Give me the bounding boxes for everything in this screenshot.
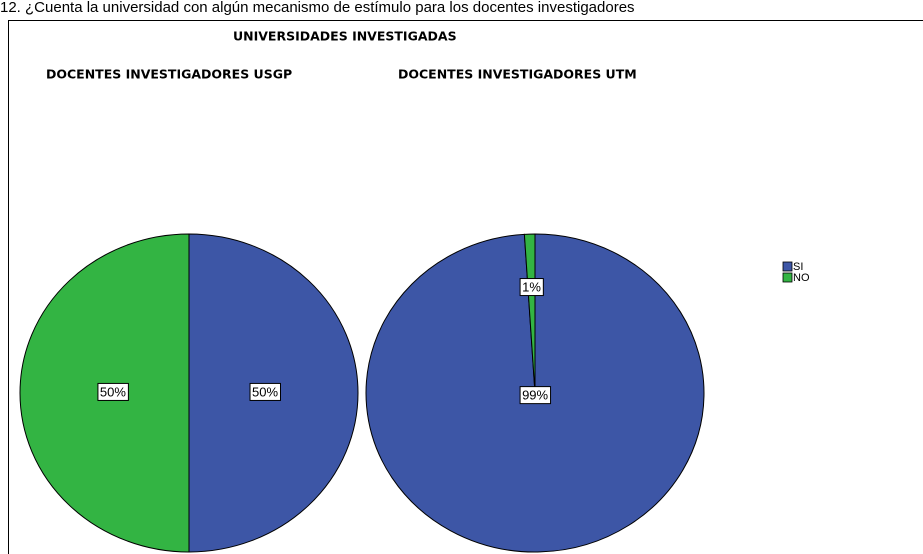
pie-title: DOCENTES INVESTIGADORES UTM <box>398 67 637 82</box>
legend-label: SI <box>793 261 803 273</box>
pie-title: DOCENTES INVESTIGADORES USGP <box>46 67 292 82</box>
label-box <box>519 278 544 297</box>
chart-title: UNIVERSIDADES INVESTIGADAS <box>233 29 457 44</box>
label-box <box>519 386 552 405</box>
data-label: 1% <box>522 280 541 295</box>
data-label: 50% <box>252 384 278 399</box>
data-label: 50% <box>100 384 126 399</box>
legend-swatch <box>782 272 793 283</box>
legend-swatch <box>782 261 793 272</box>
data-label: 99% <box>522 388 548 403</box>
label-box <box>97 382 129 401</box>
legend-label: NO <box>793 272 810 284</box>
question: 12. ¿Cuenta la universidad con algún mec… <box>0 0 635 16</box>
pie-slice <box>523 233 536 394</box>
label-box <box>249 382 281 401</box>
